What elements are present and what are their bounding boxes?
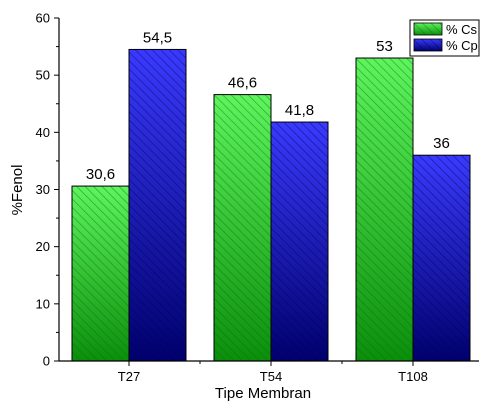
y-tick-label: 30 [36, 182, 50, 197]
legend-swatch-hatch-cs [413, 22, 443, 36]
data-label-cs-t27: 30,6 [86, 166, 115, 183]
bar-cp-t27 [128, 48, 187, 362]
x-tick-label-t108: T108 [398, 369, 428, 384]
data-label-cp-t27: 54,5 [143, 29, 172, 46]
data-label-cs-t108: 53 [376, 38, 393, 55]
legend-label-cs: % Cs [446, 22, 478, 37]
axes-layer: 0 10 20 30 40 50 60 T27 T54 T108 [36, 11, 479, 384]
y-tick-label: 60 [36, 11, 50, 26]
bar-cs-t108 [355, 57, 414, 362]
bars-layer [71, 48, 471, 362]
bar-hatch [355, 57, 414, 362]
y-tick-label: 0 [43, 354, 50, 369]
labels-layer: 30,6 54,5 46,6 41,8 53 36 [86, 29, 450, 183]
data-label-cp-t54: 41,8 [285, 102, 314, 119]
bar-hatch [71, 185, 130, 362]
x-tick-label-t54: T54 [260, 369, 282, 384]
bar-cs-t27 [71, 185, 130, 362]
bar-cs-t54 [213, 94, 272, 362]
y-tick-label: 10 [36, 296, 50, 311]
bar-cp-t108 [412, 154, 471, 362]
bar-hatch [412, 154, 471, 362]
legend-label-cp: % Cp [446, 38, 478, 53]
bar-hatch [213, 94, 272, 362]
y-tick-label: 20 [36, 239, 50, 254]
legend: % Cs% Cp [409, 19, 480, 57]
x-tick-label-t27: T27 [118, 369, 140, 384]
bar-hatch [270, 121, 329, 362]
x-axis-title: Tipe Membran [215, 385, 311, 402]
y-tick-label: 40 [36, 125, 50, 140]
data-label-cp-t108: 36 [433, 135, 450, 152]
y-tick-label: 50 [36, 68, 50, 83]
bar-cp-t54 [270, 121, 329, 362]
bar-hatch [128, 48, 187, 362]
y-axis-title: %Fenol [9, 165, 26, 216]
legend-swatch-hatch-cp [413, 38, 443, 52]
data-label-cs-t54: 46,6 [228, 75, 257, 92]
